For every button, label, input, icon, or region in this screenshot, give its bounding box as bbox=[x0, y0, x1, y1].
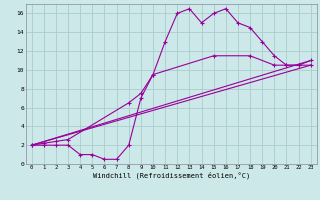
X-axis label: Windchill (Refroidissement éolien,°C): Windchill (Refroidissement éolien,°C) bbox=[92, 172, 250, 179]
